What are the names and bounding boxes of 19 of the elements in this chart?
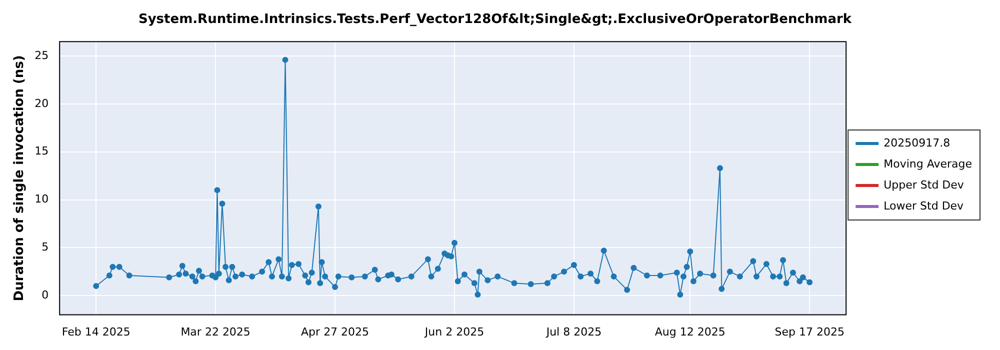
y-tick-label: 0: [42, 288, 49, 302]
legend-label: Lower Std Dev: [884, 199, 964, 212]
x-tick-label: Sep 17 2025: [774, 325, 844, 338]
y-axis-title: Duration of single invocation (ns): [12, 55, 28, 302]
y-tick-label: 25: [34, 48, 49, 62]
x-tick-label: Jul 8 2025: [545, 325, 602, 338]
y-tick-label: 20: [34, 96, 49, 110]
x-tick-label: Apr 27 2025: [301, 325, 370, 338]
legend-label: 20250917.8: [884, 136, 950, 150]
y-tick-label: 10: [34, 192, 49, 206]
x-tick-label: Aug 12 2025: [654, 325, 726, 338]
chart-title: System.Runtime.Intrinsics.Tests.Perf_Vector128Of&lt;Single&gt;.ExclusiveOrOperatorBenchmark: [138, 12, 852, 28]
x-tick-label: Mar 22 2025: [180, 325, 250, 338]
y-tick-label: 5: [42, 240, 49, 254]
legend-label: Upper Std Dev: [884, 178, 964, 192]
x-tick-label: Feb 14 2025: [62, 325, 130, 338]
y-tick-label: 15: [34, 144, 49, 158]
x-tick-label: Jun 2 2025: [424, 325, 484, 338]
legend-label: Moving Average: [884, 157, 972, 170]
